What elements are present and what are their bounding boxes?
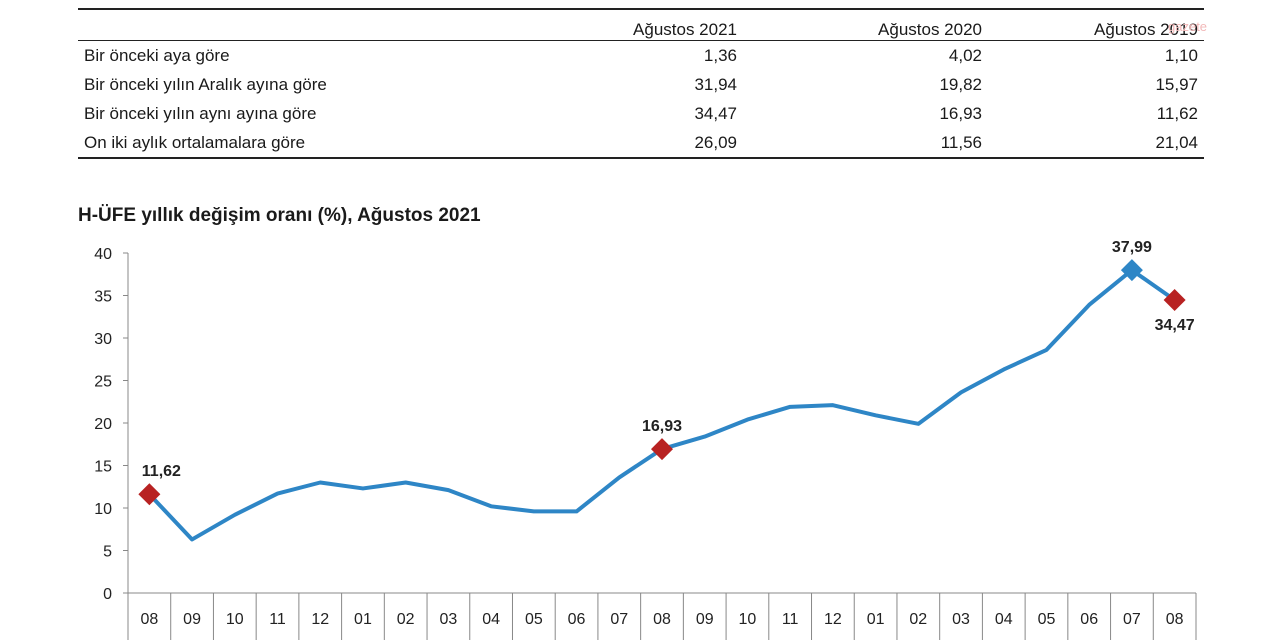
data-label: 37,99 (1112, 239, 1152, 256)
data-label: 11,62 (142, 463, 181, 480)
row-label: On iki aylık ortalamalara göre (84, 132, 306, 152)
header-aug-2019: Ağustos 2019 (1094, 20, 1198, 39)
y-tick-label: 15 (94, 459, 112, 476)
x-tick-label: 04 (995, 611, 1013, 628)
x-tick-label: 09 (183, 611, 201, 628)
table-cell: 34,47 (694, 103, 737, 123)
table-cell: 4,02 (948, 45, 982, 65)
x-tick-label: 01 (867, 611, 885, 628)
x-tick-label: 08 (140, 611, 158, 628)
data-label: 16,93 (642, 418, 682, 435)
row-label: Bir önceki aya göre (84, 45, 230, 65)
data-point-marker (138, 483, 161, 506)
x-tick-label: 06 (568, 611, 586, 628)
x-tick-label: 05 (525, 611, 543, 628)
x-tick-label: 05 (1038, 611, 1056, 628)
x-tick-label: 12 (824, 611, 842, 628)
x-tick-label: 09 (696, 611, 714, 628)
header-aug-2021: Ağustos 2021 (633, 20, 737, 39)
table-row: Bir önceki aya göre 1,36 4,02 1,10 (78, 41, 1204, 71)
table-cell: 31,94 (694, 74, 737, 94)
data-label: 34,47 (1155, 317, 1195, 334)
summary-table: Ağustos 2021 Ağustos 2020 Ağustos 2019 B… (78, 8, 1204, 159)
table-cell: 19,82 (939, 74, 982, 94)
x-tick-label: 01 (354, 611, 372, 628)
y-tick-label: 0 (103, 586, 112, 603)
chart-title: H-ÜFE yıllık değişim oranı (%), Ağustos … (78, 205, 481, 226)
x-tick-label: 06 (1080, 611, 1098, 628)
watermark-logo: gazete (1168, 19, 1208, 34)
table-cell: 21,04 (1155, 132, 1198, 152)
y-tick-label: 40 (94, 246, 112, 263)
table-cell: 15,97 (1155, 74, 1198, 94)
x-tick-label: 11 (269, 611, 286, 628)
x-tick-label: 03 (440, 611, 458, 628)
x-tick-label: 11 (782, 611, 799, 628)
x-tick-label: 07 (610, 611, 628, 628)
series-line (147, 268, 1177, 542)
x-tick-label: 10 (226, 611, 244, 628)
y-tick-label: 35 (94, 289, 112, 306)
table-row: Bir önceki yılın Aralık ayına göre 31,94… (78, 70, 1204, 99)
table-cell: 26,09 (694, 132, 737, 152)
y-tick-label: 5 (103, 544, 112, 561)
summary-table-container: Ağustos 2021 Ağustos 2020 Ağustos 2019 B… (78, 8, 1204, 159)
y-tick-label: 10 (94, 501, 112, 518)
table-cell: 11,56 (940, 132, 982, 152)
table-row: Bir önceki yılın aynı ayına göre 34,47 1… (78, 99, 1204, 128)
table-cell: 1,36 (703, 45, 737, 65)
x-tick-label: 02 (909, 611, 927, 628)
table-cell: 11,62 (1156, 103, 1198, 123)
header-aug-2020: Ağustos 2020 (878, 20, 982, 39)
x-tick-label: 02 (397, 611, 415, 628)
row-label: Bir önceki yılın aynı ayına göre (84, 103, 317, 123)
data-point-marker (1163, 289, 1186, 312)
x-tick-label: 12 (311, 611, 329, 628)
x-tick-label: 08 (1166, 611, 1184, 628)
x-tick-label: 04 (482, 611, 500, 628)
x-tick-label: 10 (739, 611, 757, 628)
x-tick-label: 08 (653, 611, 671, 628)
y-tick-label: 20 (94, 416, 112, 433)
table-header-row: Ağustos 2021 Ağustos 2020 Ağustos 2019 (78, 9, 1204, 41)
x-tick-label: 03 (952, 611, 970, 628)
data-point-marker (1120, 259, 1143, 282)
data-point-marker (651, 438, 673, 461)
table-row: On iki aylık ortalamalara göre 26,09 11,… (78, 128, 1204, 158)
x-tick-label: 07 (1123, 611, 1141, 628)
row-label: Bir önceki yılın Aralık ayına göre (84, 74, 327, 94)
table-cell: 1,10 (1164, 45, 1198, 65)
y-tick-label: 30 (94, 331, 112, 348)
y-tick-label: 25 (94, 374, 112, 391)
table-cell: 16,93 (939, 103, 982, 123)
